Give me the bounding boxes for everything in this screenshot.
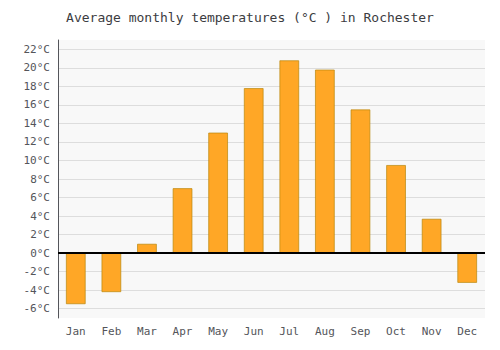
svg-text:Dec: Dec [457, 325, 477, 338]
svg-text:-4°C: -4°C [24, 284, 51, 297]
svg-text:Average monthly temperatures (: Average monthly temperatures (°C ) in Ro… [66, 10, 434, 25]
svg-text:12°C: 12°C [24, 135, 51, 148]
svg-text:4°C: 4°C [30, 210, 50, 223]
svg-text:8°C: 8°C [30, 173, 50, 186]
svg-text:Aug: Aug [315, 325, 335, 338]
svg-text:Jul: Jul [279, 325, 299, 338]
svg-text:14°C: 14°C [24, 117, 51, 130]
svg-text:May: May [208, 325, 228, 338]
svg-text:Jun: Jun [244, 325, 264, 338]
svg-text:-2°C: -2°C [24, 265, 51, 278]
svg-text:22°C: 22°C [24, 43, 51, 56]
svg-text:Mar: Mar [137, 325, 157, 338]
svg-text:16°C: 16°C [24, 98, 51, 111]
svg-text:Nov: Nov [422, 325, 442, 338]
svg-text:Oct: Oct [386, 325, 406, 338]
svg-text:0°C: 0°C [30, 247, 50, 260]
svg-text:20°C: 20°C [24, 61, 51, 74]
svg-text:2°C: 2°C [30, 228, 50, 241]
svg-text:10°C: 10°C [24, 154, 51, 167]
svg-text:Sep: Sep [351, 325, 371, 338]
svg-text:Apr: Apr [173, 325, 193, 338]
svg-text:18°C: 18°C [24, 80, 51, 93]
svg-text:-6°C: -6°C [24, 302, 51, 315]
svg-text:Feb: Feb [101, 325, 121, 338]
svg-text:Jan: Jan [66, 325, 86, 338]
svg-text:6°C: 6°C [30, 191, 50, 204]
